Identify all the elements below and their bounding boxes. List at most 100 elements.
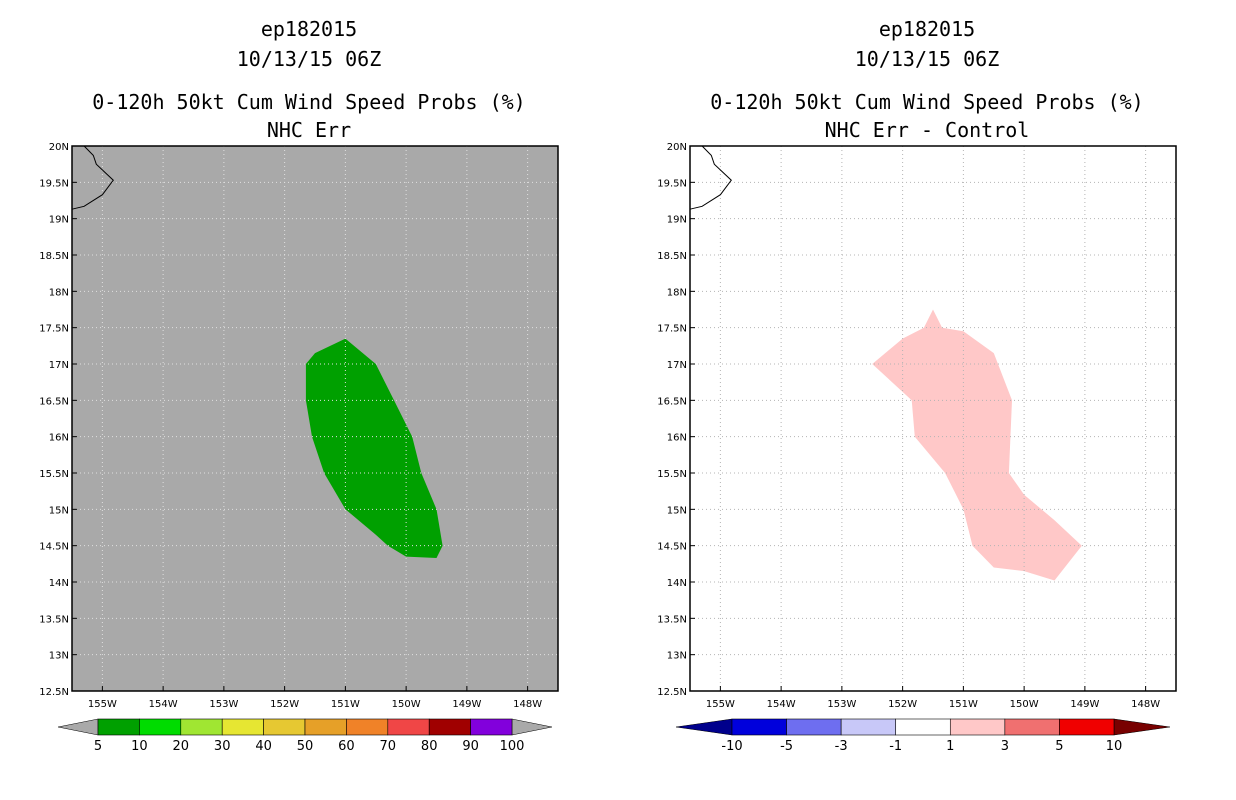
x-tick-label: 155W (706, 699, 735, 710)
colorbar-swatch (97, 718, 140, 736)
y-tick-label: 16N (49, 433, 69, 444)
y-tick-label: 20N (667, 142, 687, 153)
x-tick-label: 148W (513, 699, 542, 710)
y-tick-label: 13.5N (39, 614, 69, 625)
colorbar-label: 50 (297, 739, 314, 754)
title-line-3: 0-120h 50kt Cum Wind Speed Probs (%) (92, 90, 525, 114)
colorbar-swatch (221, 718, 264, 736)
y-tick-label: 20N (49, 142, 69, 153)
colorbar-label: 3 (1001, 739, 1009, 754)
y-tick-label: 19.5N (657, 178, 687, 189)
y-tick-label: 18.5N (39, 251, 69, 262)
y-tick-label: 12.5N (39, 687, 69, 698)
y-tick-label: 14N (667, 578, 687, 589)
probability-region-1-3 (872, 309, 1082, 581)
title-line-2: 10/13/15 06Z (237, 47, 382, 71)
colorbar-swatch (387, 718, 430, 736)
y-tick-label: 13N (49, 651, 69, 662)
y-tick-label: 17.5N (657, 324, 687, 335)
x-tick-label: 151W (331, 699, 360, 710)
plot-frame (689, 145, 1177, 692)
colorbar-label: 10 (1106, 739, 1123, 754)
colorbar-label: 10 (131, 739, 148, 754)
y-tick-label: 16N (667, 433, 687, 444)
colorbar-label: 30 (214, 739, 231, 754)
colorbar-label: 5 (94, 739, 102, 754)
y-tick-label: 19N (49, 215, 69, 226)
y-tick-label: 17N (49, 360, 69, 371)
colorbar-swatch (180, 718, 223, 736)
coastline-hawaii (71, 145, 114, 210)
x-tick-label: 154W (149, 699, 178, 710)
colorbar-swatch (949, 718, 1006, 736)
x-tick-label: 149W (452, 699, 481, 710)
y-tick-label: 16.5N (39, 396, 69, 407)
colorbar-label: 40 (255, 739, 272, 754)
colorbar-swatch (428, 718, 471, 736)
colorbar-label: -3 (835, 739, 848, 754)
title-line-4: NHC Err - Control (825, 118, 1030, 142)
colorbar-label: 20 (173, 739, 190, 754)
colorbar-label: -1 (889, 739, 902, 754)
x-tick-label: 155W (88, 699, 117, 710)
y-tick-label: 18.5N (657, 251, 687, 262)
y-tick-label: 17.5N (39, 324, 69, 335)
colorbar-arrow-high (1113, 718, 1171, 736)
title-line-3: 0-120h 50kt Cum Wind Speed Probs (%) (710, 90, 1143, 114)
x-tick-label: 150W (1010, 699, 1039, 710)
panel-nhc-err: ep182015 10/13/15 06Z 0-120h 50kt Cum Wind… (39, 17, 559, 754)
colorbar-label: -10 (721, 739, 742, 754)
colorbar-swatch (1059, 718, 1115, 736)
y-tick-label: 19.5N (39, 178, 69, 189)
y-tick-label: 15N (667, 505, 687, 516)
colorbar-arrow-high (511, 718, 553, 736)
colorbar-label: -5 (780, 739, 793, 754)
title-line-4: NHC Err (267, 118, 351, 142)
probability-region-5-10- (305, 338, 443, 558)
y-tick-label: 15.5N (39, 469, 69, 480)
y-tick-label: 17N (667, 360, 687, 371)
colorbar-swatch (139, 718, 182, 736)
colorbar-label: 100 (500, 739, 525, 754)
colorbar-label: 60 (338, 739, 355, 754)
plot-frame (71, 145, 559, 692)
colorbar-label: 5 (1055, 739, 1063, 754)
x-tick-label: 148W (1131, 699, 1160, 710)
panel-nhc-err-minus-control: ep182015 10/13/15 06Z 0-120h 50kt Cum Wind… (657, 17, 1177, 754)
colorbar-label: 80 (421, 739, 438, 754)
colorbar-label: 70 (380, 739, 397, 754)
title-line-1: ep182015 (261, 17, 357, 41)
colorbar-swatch (786, 718, 842, 736)
y-tick-label: 14N (49, 578, 69, 589)
y-tick-label: 13.5N (657, 614, 687, 625)
y-tick-label: 14.5N (657, 542, 687, 553)
x-tick-label: 153W (827, 699, 856, 710)
y-tick-label: 18N (49, 287, 69, 298)
colorbar-swatch (840, 718, 897, 736)
title-line-2: 10/13/15 06Z (855, 47, 1000, 71)
x-tick-label: 149W (1070, 699, 1099, 710)
x-tick-label: 154W (767, 699, 796, 710)
colorbar-label: 1 (946, 739, 954, 754)
title-line-1: ep182015 (879, 17, 975, 41)
colorbar-arrow-low (57, 718, 99, 736)
colorbar-swatch (346, 718, 389, 736)
x-tick-label: 153W (209, 699, 238, 710)
y-tick-label: 19N (667, 215, 687, 226)
y-tick-label: 18N (667, 287, 687, 298)
colorbar-swatch (895, 718, 951, 736)
colorbar-swatch (1004, 718, 1060, 736)
x-tick-label: 150W (392, 699, 421, 710)
y-tick-label: 15N (49, 505, 69, 516)
coastline-hawaii (689, 145, 732, 210)
colorbar-swatch (304, 718, 347, 736)
colorbar-swatch (731, 718, 787, 736)
colorbar-swatch (470, 718, 513, 736)
colorbar-swatch (263, 718, 306, 736)
y-tick-label: 12.5N (657, 687, 687, 698)
y-tick-label: 14.5N (39, 542, 69, 553)
y-tick-label: 13N (667, 651, 687, 662)
x-tick-label: 152W (888, 699, 917, 710)
colorbar-label: 90 (462, 739, 479, 754)
